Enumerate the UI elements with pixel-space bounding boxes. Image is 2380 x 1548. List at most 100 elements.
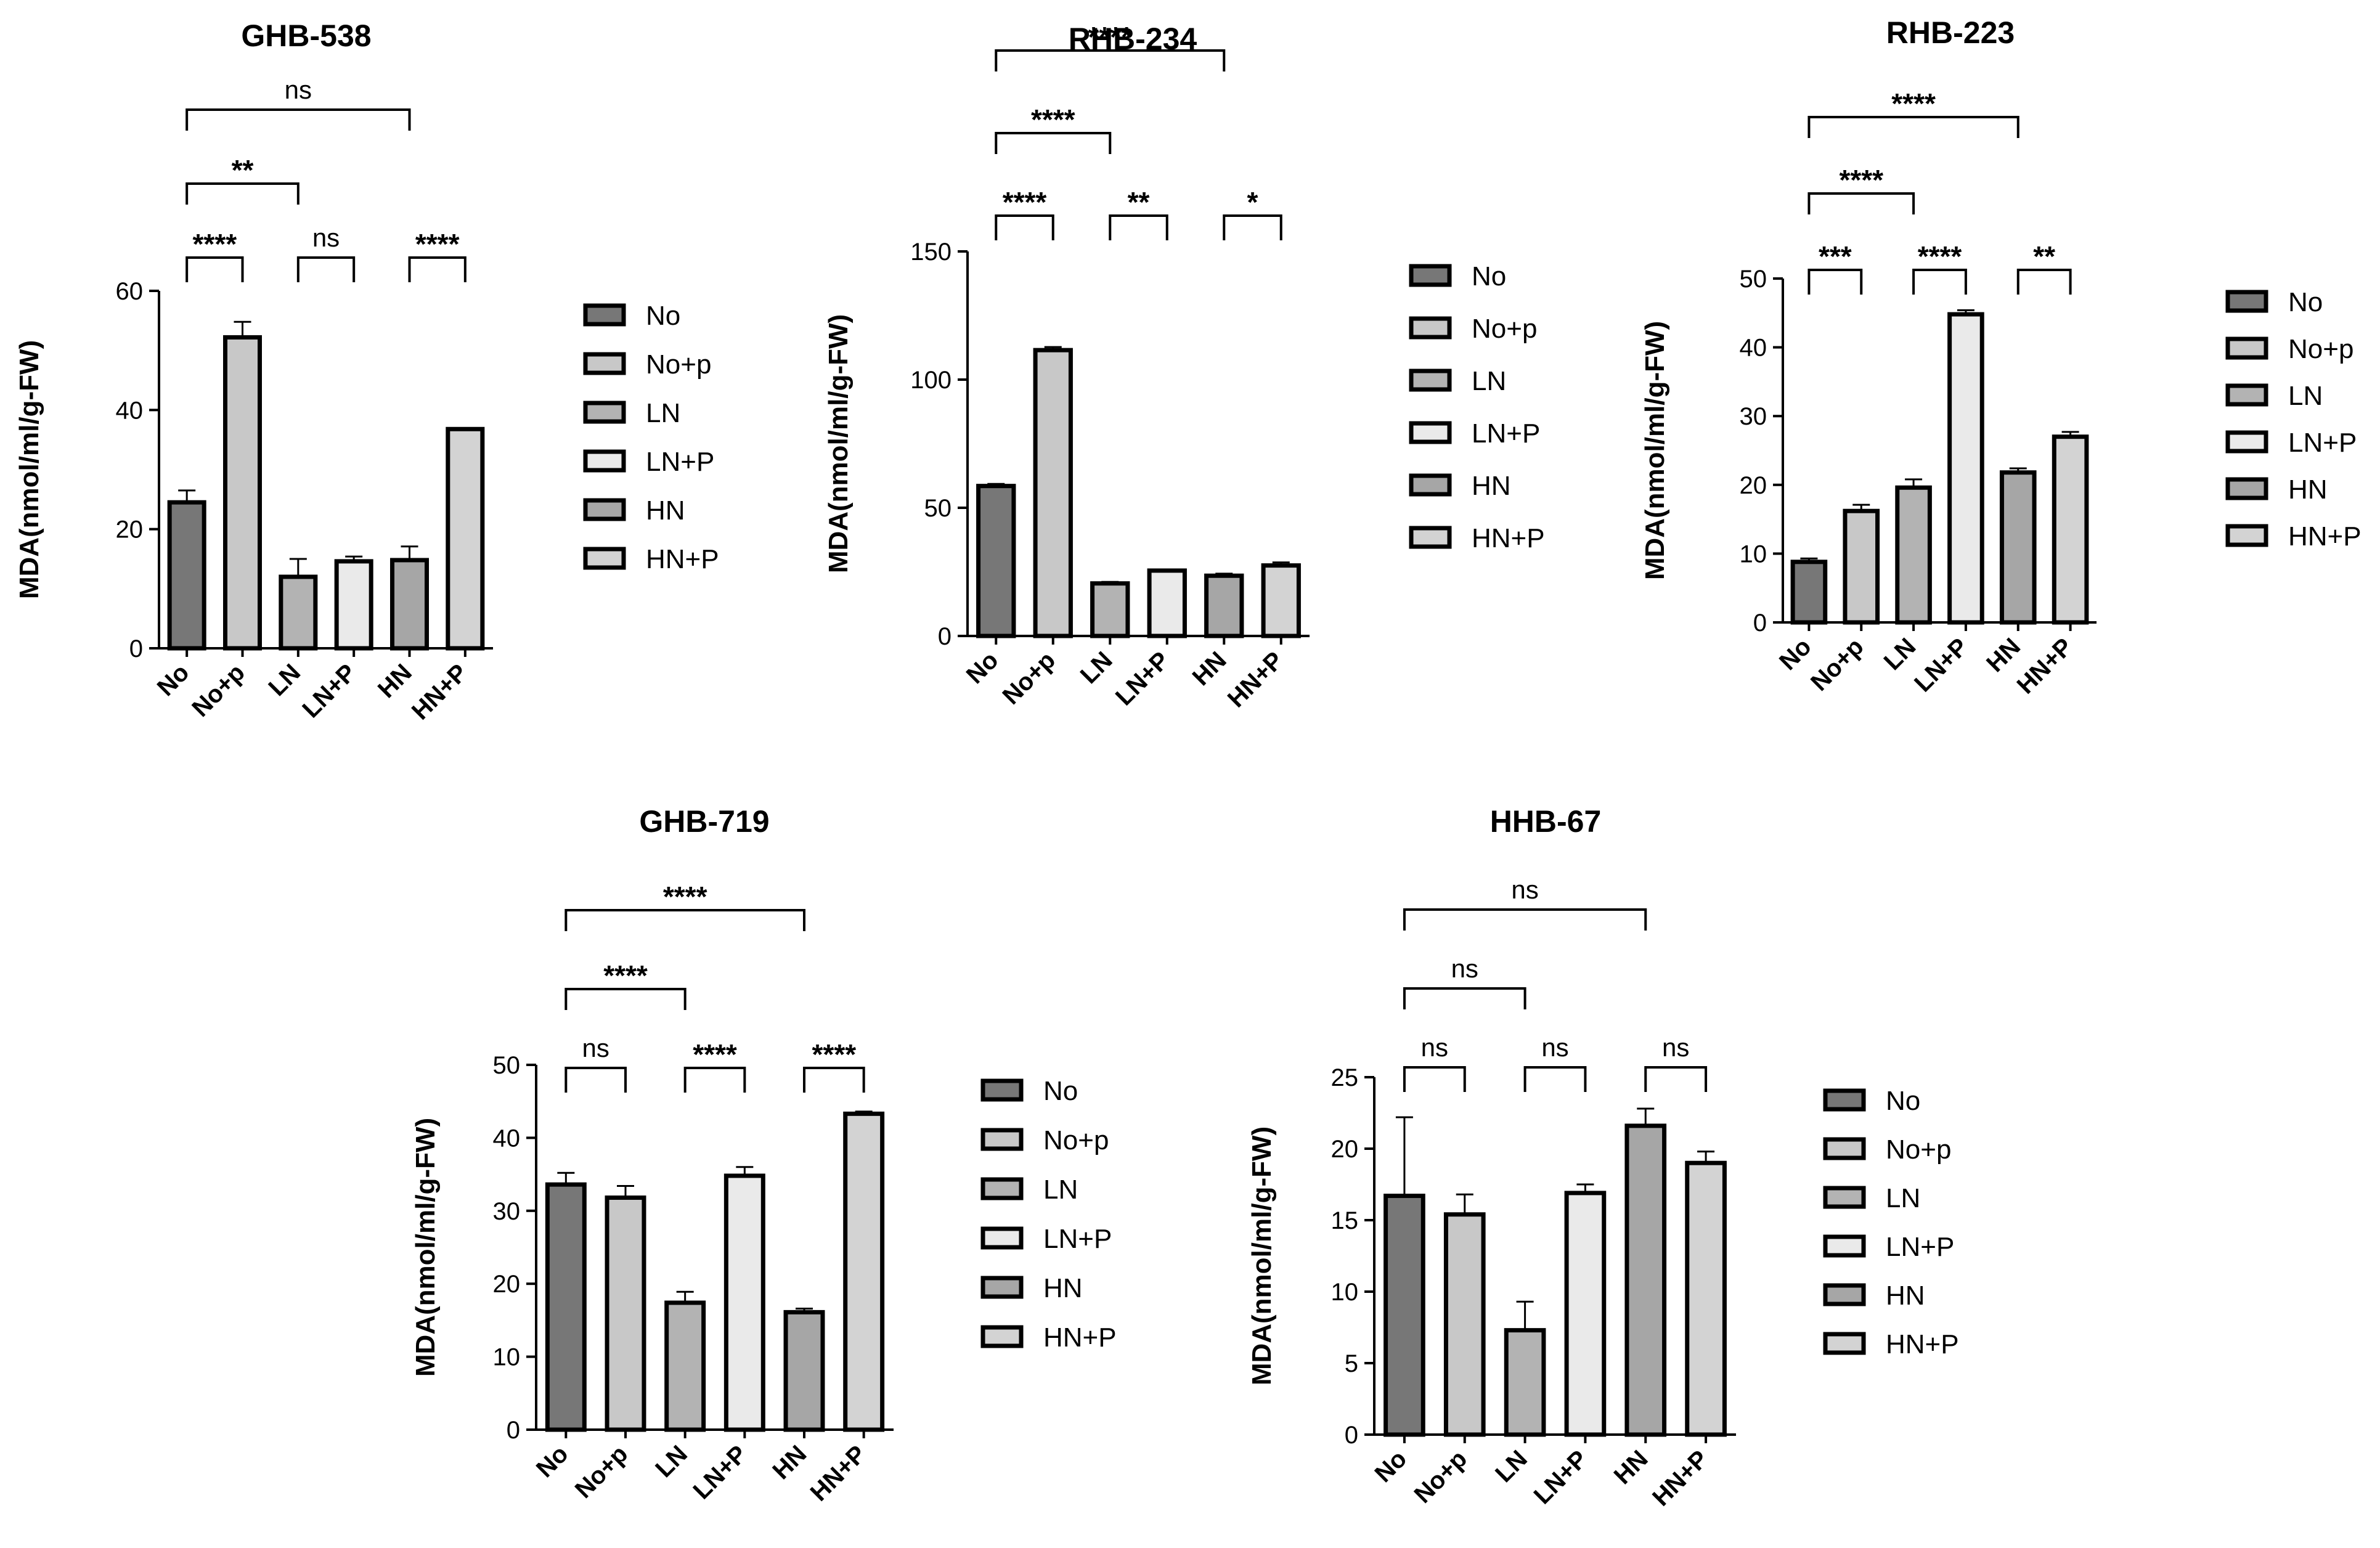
y-tick-label: 15 (1331, 1207, 1359, 1234)
significance-bracket (683, 1067, 746, 1093)
significance-bracket (1807, 192, 1915, 214)
legend-label: HN (2288, 475, 2328, 505)
legend-label: HN+P (1043, 1322, 1117, 1353)
significance-bracket (1912, 269, 1967, 295)
legend-label: LN+P (2288, 428, 2357, 458)
chart-title: RHB-223 (1886, 15, 2015, 50)
significance-label: ns (285, 75, 312, 104)
category-label: LN+P (1909, 633, 1973, 697)
category-label: HN (767, 1440, 812, 1485)
bar-no (167, 500, 206, 651)
y-tick-label: 10 (1331, 1279, 1359, 1306)
y-axis-label: MDA(nmol/ml/g-FW) (14, 340, 44, 599)
legend-swatch (1409, 526, 1452, 549)
significance-label: **** (1031, 104, 1075, 136)
category-label: LN+P (688, 1440, 752, 1504)
bar-no (1790, 560, 1828, 625)
category-label: HN (373, 659, 417, 703)
significance-label: ns (1451, 954, 1478, 983)
significance-bracket (564, 1067, 627, 1093)
significance-label: **** (812, 1038, 857, 1070)
category-label: No (1369, 1445, 1412, 1488)
legend-swatch (1823, 1283, 1866, 1306)
bar-no-plus-p (605, 1195, 646, 1432)
category-label: HN+P (1223, 646, 1289, 712)
legend-label: No (1472, 261, 1506, 291)
bar-ln (1895, 485, 1932, 625)
y-tick-label: 20 (1331, 1136, 1359, 1163)
category-label: LN (1490, 1445, 1533, 1488)
y-tick-label: 0 (129, 635, 143, 662)
bar-ln (664, 1300, 706, 1432)
legend-label: No (2288, 287, 2323, 317)
category-label: HN (1188, 646, 1232, 691)
category-label: LN+P (297, 659, 361, 723)
legend-swatch (1409, 316, 1452, 340)
bar-hn-plus-p (2052, 434, 2089, 625)
y-tick-label: 150 (910, 238, 952, 266)
legend-label: No+p (1886, 1135, 1951, 1165)
significance-label: **** (1088, 21, 1132, 53)
bar-ln-plus-p (723, 1173, 765, 1432)
legend-label: LN+P (1043, 1224, 1112, 1254)
significance-bracket (185, 182, 300, 205)
category-label: LN (650, 1440, 693, 1483)
legend-label: LN+P (646, 447, 714, 477)
bar-ln (279, 574, 318, 651)
category-label: LN+P (1529, 1445, 1593, 1509)
bar-no (1384, 1194, 1425, 1437)
legend-swatch (2225, 290, 2268, 313)
significance-bracket (995, 132, 1112, 154)
y-tick-label: 50 (924, 495, 952, 522)
bar-ln-plus-p (1564, 1191, 1607, 1437)
legend-swatch (1409, 369, 1452, 392)
chart-title: GHB-538 (241, 18, 371, 53)
bar-ln (1504, 1328, 1546, 1437)
legend-swatch (980, 1226, 1024, 1250)
legend-label: No+p (646, 349, 711, 380)
y-tick-label: 20 (116, 516, 144, 544)
significance-label: **** (603, 959, 648, 992)
legend-swatch (980, 1177, 1024, 1200)
legend-swatch (1409, 421, 1452, 444)
chart-title: HHB-67 (1490, 804, 1602, 839)
y-tick-label: 40 (1740, 335, 1767, 362)
legend-label: No+p (1043, 1125, 1109, 1155)
significance-label: ** (2033, 240, 2055, 272)
legend-label: HN (1886, 1281, 1925, 1311)
y-tick-label: 30 (1740, 403, 1767, 430)
y-tick-label: 0 (938, 623, 952, 650)
y-tick-label: 50 (493, 1052, 521, 1079)
y-tick-label: 40 (116, 397, 144, 424)
category-label: HN (1609, 1445, 1653, 1489)
significance-bracket (1403, 908, 1647, 931)
significance-label: **** (193, 228, 237, 260)
category-label: LN (263, 659, 306, 701)
legend-label: HN+P (1886, 1329, 1959, 1359)
legend-swatch (583, 352, 626, 375)
chart-panel-ghb-719: GHB-719MDA(nmol/ml/g-FW)01020304050NoNo+… (410, 804, 1117, 1507)
y-tick-label: 0 (1345, 1422, 1358, 1449)
significance-bracket (564, 988, 687, 1010)
significance-bracket (1807, 269, 1863, 295)
y-tick-label: 0 (507, 1417, 520, 1444)
bar-hn-plus-p (843, 1111, 885, 1432)
bar-hn (1624, 1123, 1667, 1437)
legend-label: HN+P (2288, 521, 2362, 552)
bar-no-plus-p (1033, 348, 1073, 638)
legend-swatch (2225, 477, 2268, 500)
legend-swatch (2225, 524, 2268, 547)
bar-ln-plus-p (334, 559, 373, 651)
category-label: No (531, 1440, 574, 1483)
legend-swatch (583, 401, 626, 424)
category-label: HN+P (2012, 633, 2078, 699)
significance-label: **** (663, 881, 707, 913)
significance-label: ** (1128, 186, 1150, 218)
category-label: No (961, 646, 1004, 689)
legend-swatch (1409, 264, 1452, 287)
bar-hn-plus-p (1261, 563, 1301, 638)
category-label: LN+P (1111, 646, 1175, 711)
y-axis-label: MDA(nmol/ml/g-FW) (823, 314, 854, 573)
legend-label: LN (1886, 1183, 1920, 1213)
